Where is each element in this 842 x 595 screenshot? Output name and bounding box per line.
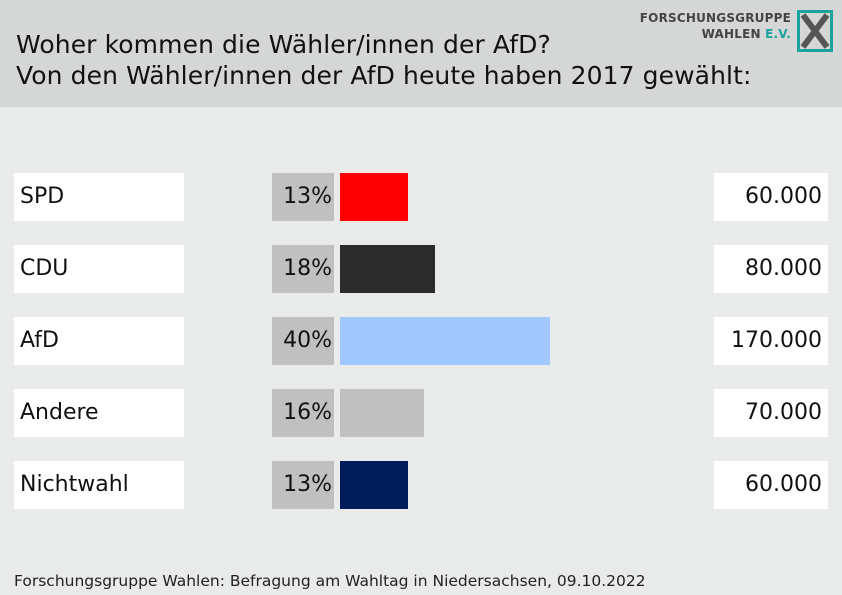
category-label: AfD xyxy=(14,317,184,365)
chart-row: Nichtwahl 13% 60.000 xyxy=(0,461,842,509)
percent-label: 13% xyxy=(272,461,334,509)
chart-header: Woher kommen die Wähler/innen der AfD? V… xyxy=(0,0,842,107)
chart-row: AfD 40% 170.000 xyxy=(0,317,842,365)
category-label: SPD xyxy=(14,173,184,221)
bar xyxy=(340,173,408,221)
absolute-value-label: 60.000 xyxy=(714,173,828,221)
category-label: Andere xyxy=(14,389,184,437)
percent-label: 40% xyxy=(272,317,334,365)
logo-wordmark: FORSCHUNGSGRUPPE WAHLEN E.V. xyxy=(640,10,791,42)
absolute-value-label: 170.000 xyxy=(714,317,828,365)
bar xyxy=(340,389,424,437)
logo-line-2-ev: E.V. xyxy=(765,27,791,41)
absolute-value-label: 70.000 xyxy=(714,389,828,437)
logo-icon xyxy=(797,10,833,52)
category-label: Nichtwahl xyxy=(14,461,184,509)
absolute-value-label: 60.000 xyxy=(714,461,828,509)
chart-row: SPD 13% 60.000 xyxy=(0,173,842,221)
percent-label: 16% xyxy=(272,389,334,437)
percent-label: 18% xyxy=(272,245,334,293)
chart-row: CDU 18% 80.000 xyxy=(0,245,842,293)
bar xyxy=(340,461,408,509)
category-label: CDU xyxy=(14,245,184,293)
bar xyxy=(340,317,550,365)
logo-line-2: WAHLEN E.V. xyxy=(640,26,791,42)
chart-title: Woher kommen die Wähler/innen der AfD? xyxy=(16,30,551,59)
logo-line-1: FORSCHUNGSGRUPPE xyxy=(639,11,791,25)
chart-subtitle: Von den Wähler/innen der AfD heute haben… xyxy=(16,61,752,90)
absolute-value-label: 80.000 xyxy=(714,245,828,293)
bar xyxy=(340,245,435,293)
logo-line-2-text: WAHLEN xyxy=(701,27,766,41)
source-note: Forschungsgruppe Wahlen: Befragung am Wa… xyxy=(14,572,646,590)
percent-label: 13% xyxy=(272,173,334,221)
chart-row: Andere 16% 70.000 xyxy=(0,389,842,437)
